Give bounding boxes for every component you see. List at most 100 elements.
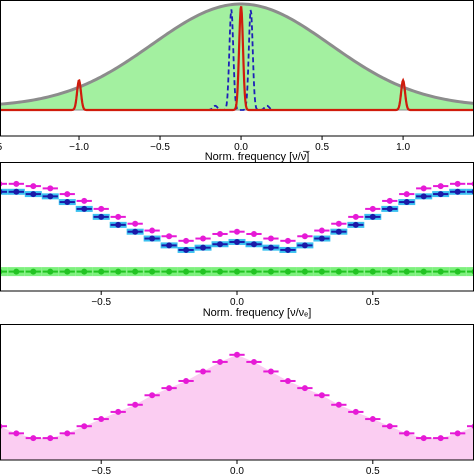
data-point (250, 268, 257, 275)
data-point (403, 430, 410, 437)
x-tick-label: 0.0 (234, 142, 248, 153)
x-tick-label: −1.0 (69, 142, 89, 153)
data-point (454, 430, 461, 437)
data-point (166, 242, 173, 249)
x-tick-label: −0.5 (91, 466, 111, 474)
data-point (318, 235, 325, 242)
data-point (335, 228, 342, 235)
data-point (64, 268, 71, 275)
data-point (64, 191, 71, 198)
data-point (318, 268, 325, 275)
data-point (81, 205, 88, 212)
data-point (98, 416, 105, 423)
data-point (13, 180, 20, 187)
series-peaks (0, 6, 474, 112)
data-point (420, 193, 427, 200)
data-point (335, 401, 342, 408)
data-point (437, 191, 444, 198)
x-tick-label: 0.0 (230, 466, 244, 474)
data-point (386, 197, 393, 204)
data-point (30, 268, 37, 275)
data-point (403, 268, 410, 275)
data-point (81, 197, 88, 204)
data-point (132, 220, 139, 227)
data-point (115, 213, 122, 220)
data-point (234, 268, 240, 275)
data-point (149, 227, 156, 234)
data-point (13, 430, 20, 437)
x-axis-label: Norm. frequency [ν/ν̅] (205, 151, 310, 163)
data-point (98, 205, 105, 212)
data-point (369, 213, 376, 220)
data-point (13, 268, 20, 275)
data-point (267, 244, 274, 251)
x-tick-label: 0.5 (366, 297, 380, 308)
data-point (284, 268, 291, 275)
data-point (115, 408, 122, 415)
data-point (64, 430, 71, 437)
data-point (217, 358, 224, 365)
data-point (352, 221, 359, 228)
data-point (217, 230, 224, 237)
data-point (250, 241, 257, 248)
data-point (47, 268, 54, 275)
data-point (437, 435, 444, 442)
data-point (30, 183, 37, 190)
data-point (166, 268, 173, 275)
data-point (132, 228, 139, 235)
data-point (284, 237, 291, 244)
data-point (318, 227, 325, 234)
data-point (166, 233, 173, 240)
data-point (420, 185, 427, 192)
data-point (200, 268, 207, 275)
data-point (352, 408, 359, 415)
data-point (250, 230, 257, 237)
data-point (81, 423, 88, 430)
data-point (335, 220, 342, 227)
data-point (454, 180, 461, 187)
data-point (30, 435, 37, 442)
data-point (437, 268, 444, 275)
data-point (166, 385, 173, 392)
data-point (98, 213, 105, 220)
data-point (318, 392, 325, 399)
data-point (454, 268, 461, 275)
data-point (234, 351, 240, 358)
data-point (200, 235, 207, 242)
data-point (183, 268, 190, 275)
data-point (369, 268, 376, 275)
data-point (420, 435, 427, 442)
data-point (250, 358, 257, 365)
data-point (47, 185, 54, 192)
panel-spectrum: .5 −1.0 −0.5 0.0 0.5 1.0 Norm. frequency [ν/ν̅… (0, 0, 474, 163)
x-tick-label: 0.0 (230, 297, 244, 308)
data-point (284, 377, 291, 384)
data-point (301, 385, 308, 392)
data-point (386, 423, 393, 430)
x-tick-label: 0.5 (315, 142, 329, 153)
x-tick-label: 1.0 (396, 142, 410, 153)
data-point (284, 246, 291, 253)
data-point (454, 188, 461, 195)
data-point (369, 205, 376, 212)
data-point (234, 238, 240, 245)
x-tick-label: 0.5 (366, 466, 380, 474)
data-point (47, 193, 54, 200)
data-point (386, 268, 393, 275)
data-point (234, 228, 240, 235)
data-point (267, 268, 274, 275)
data-point (30, 191, 37, 198)
data-point (132, 268, 139, 275)
panel-dual-markers: −0.5 0.0 0.5 Norm. frequency [ν/νₑ] (0, 162, 474, 319)
data-point (200, 244, 207, 251)
data-point (352, 213, 359, 220)
envelope-fill (0, 4, 474, 110)
data-point (217, 241, 224, 248)
data-point (403, 191, 410, 198)
data-point (183, 246, 190, 253)
data-point (386, 205, 393, 212)
data-point (420, 268, 427, 275)
data-point (403, 199, 410, 206)
area-fill (0, 354, 474, 460)
